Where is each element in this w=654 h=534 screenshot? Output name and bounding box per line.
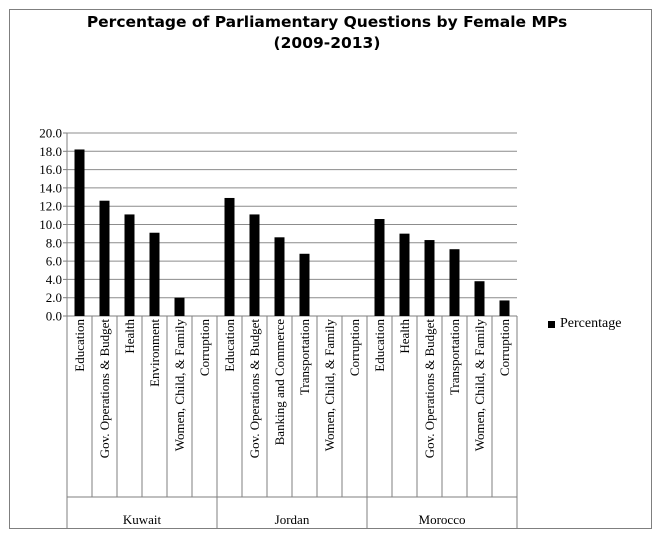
bar	[149, 232, 160, 316]
x-category-label: Health	[122, 319, 137, 354]
x-category-label: Banking and Commerce	[272, 319, 287, 446]
x-category-label: Gov. Operations & Budget	[97, 319, 112, 459]
bar	[124, 214, 135, 316]
x-category-label: Transportation	[447, 319, 462, 396]
bar	[74, 149, 85, 316]
x-group-label: Kuwait	[123, 512, 162, 527]
x-category-label: Gov. Operations & Budget	[422, 319, 437, 459]
chart-title: Percentage of Parliamentary Questions by…	[0, 12, 654, 54]
x-group-label: Jordan	[275, 512, 310, 527]
y-tick-label: 16.0	[39, 162, 62, 177]
y-tick-label: 4.0	[46, 272, 62, 287]
x-category-label: Women, Child, & Family	[472, 319, 487, 452]
y-tick-label: 6.0	[46, 254, 62, 269]
x-category-label: Education	[372, 319, 387, 372]
chart-title-line-2: (2009-2013)	[273, 34, 381, 52]
y-tick-label: 14.0	[39, 180, 62, 195]
chart-title-line-1: Percentage of Parliamentary Questions by…	[86, 13, 568, 31]
legend-swatch	[548, 320, 555, 328]
x-category-label: Corruption	[197, 319, 212, 377]
x-group-label: Morocco	[419, 512, 466, 527]
y-tick-label: 8.0	[46, 235, 62, 250]
y-tick-label: 2.0	[46, 290, 62, 305]
x-category-label: Women, Child, & Family	[322, 319, 337, 452]
x-category-label: Corruption	[347, 319, 362, 377]
y-tick-label: 20.0	[39, 126, 62, 141]
bar	[399, 233, 410, 316]
x-category-label: Education	[222, 319, 237, 372]
y-tick-label: 12.0	[39, 199, 62, 214]
bar	[474, 281, 485, 316]
x-category-label: Gov. Operations & Budget	[247, 319, 262, 459]
legend: Percentage	[548, 316, 621, 332]
x-category-label: Environment	[147, 319, 162, 387]
bar	[174, 297, 185, 316]
bar	[249, 214, 260, 316]
x-category-label: Transportation	[297, 319, 312, 396]
bar	[374, 219, 385, 316]
x-category-label: Corruption	[497, 319, 512, 377]
bar	[274, 237, 285, 316]
chart-frame	[9, 9, 652, 529]
y-tick-label: 10.0	[39, 217, 62, 232]
y-tick-label: 18.0	[39, 144, 62, 159]
bar	[224, 197, 235, 316]
bar	[299, 253, 310, 316]
bar	[99, 200, 110, 316]
legend-label: Percentage	[560, 316, 622, 331]
x-category-label: Education	[72, 319, 87, 372]
x-category-label: Health	[397, 319, 412, 354]
bar	[449, 249, 460, 316]
x-category-label: Women, Child, & Family	[172, 319, 187, 452]
bar	[424, 240, 435, 316]
bar	[499, 300, 510, 316]
y-tick-label: 0.0	[46, 309, 62, 324]
